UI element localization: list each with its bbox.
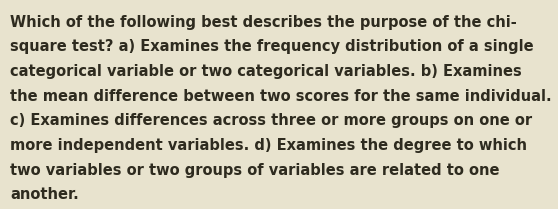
Text: two variables or two groups of variables are related to one: two variables or two groups of variables… bbox=[10, 163, 499, 178]
Text: Which of the following best describes the purpose of the chi-: Which of the following best describes th… bbox=[10, 15, 517, 30]
Text: the mean difference between two scores for the same individual.: the mean difference between two scores f… bbox=[10, 89, 552, 104]
Text: more independent variables. d) Examines the degree to which: more independent variables. d) Examines … bbox=[10, 138, 527, 153]
Text: square test? a) Examines the frequency distribution of a single: square test? a) Examines the frequency d… bbox=[10, 39, 533, 54]
Text: another.: another. bbox=[10, 187, 79, 202]
Text: c) Examines differences across three or more groups on one or: c) Examines differences across three or … bbox=[10, 113, 532, 128]
Text: categorical variable or two categorical variables. b) Examines: categorical variable or two categorical … bbox=[10, 64, 522, 79]
